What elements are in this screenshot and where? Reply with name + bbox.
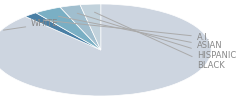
Text: ASIAN: ASIAN [58, 16, 222, 50]
Text: HISPANIC: HISPANIC [77, 13, 236, 60]
Text: BLACK: BLACK [95, 12, 225, 70]
Text: WHITE: WHITE [4, 20, 59, 30]
Wedge shape [36, 7, 101, 50]
Wedge shape [60, 5, 101, 50]
Wedge shape [25, 13, 101, 50]
Wedge shape [80, 4, 101, 50]
Text: A.I.: A.I. [44, 20, 210, 42]
Wedge shape [0, 4, 211, 96]
